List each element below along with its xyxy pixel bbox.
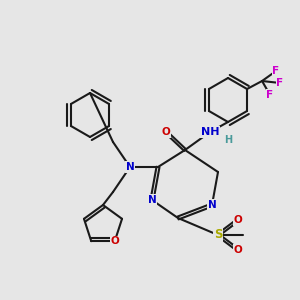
Text: NH: NH	[201, 127, 219, 137]
Text: F: F	[272, 66, 280, 76]
Text: O: O	[234, 245, 242, 255]
Text: O: O	[162, 127, 170, 137]
Text: H: H	[224, 135, 232, 145]
Text: N: N	[126, 162, 134, 172]
Text: N: N	[208, 200, 216, 210]
Text: N: N	[148, 195, 156, 205]
Text: O: O	[234, 215, 242, 225]
Text: F: F	[277, 78, 284, 88]
Text: F: F	[266, 90, 274, 100]
Text: S: S	[214, 229, 222, 242]
Text: O: O	[110, 236, 119, 246]
